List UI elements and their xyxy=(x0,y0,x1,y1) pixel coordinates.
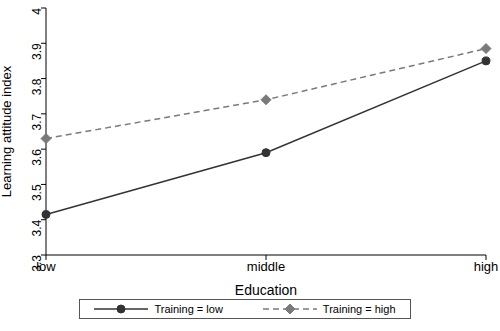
svg-text:3.3: 3.3 xyxy=(30,255,44,272)
svg-text:3.9: 3.9 xyxy=(30,43,44,60)
svg-text:low: low xyxy=(36,259,56,275)
svg-text:3.6: 3.6 xyxy=(30,149,44,166)
svg-text:Education: Education xyxy=(235,282,297,298)
svg-text:middle: middle xyxy=(247,259,285,274)
svg-text:Learning attitude index: Learning attitude index xyxy=(8,65,14,197)
svg-text:3.7: 3.7 xyxy=(30,114,44,131)
svg-text:3.4: 3.4 xyxy=(30,219,44,236)
svg-text:4: 4 xyxy=(30,8,44,15)
html-text:Training = high: Training = high xyxy=(322,303,396,315)
svg-text:3.5: 3.5 xyxy=(30,184,44,201)
html-text:Training = low: Training = low xyxy=(154,303,223,315)
svg-text:3.8: 3.8 xyxy=(30,78,44,95)
svg-text:high: high xyxy=(474,259,492,274)
